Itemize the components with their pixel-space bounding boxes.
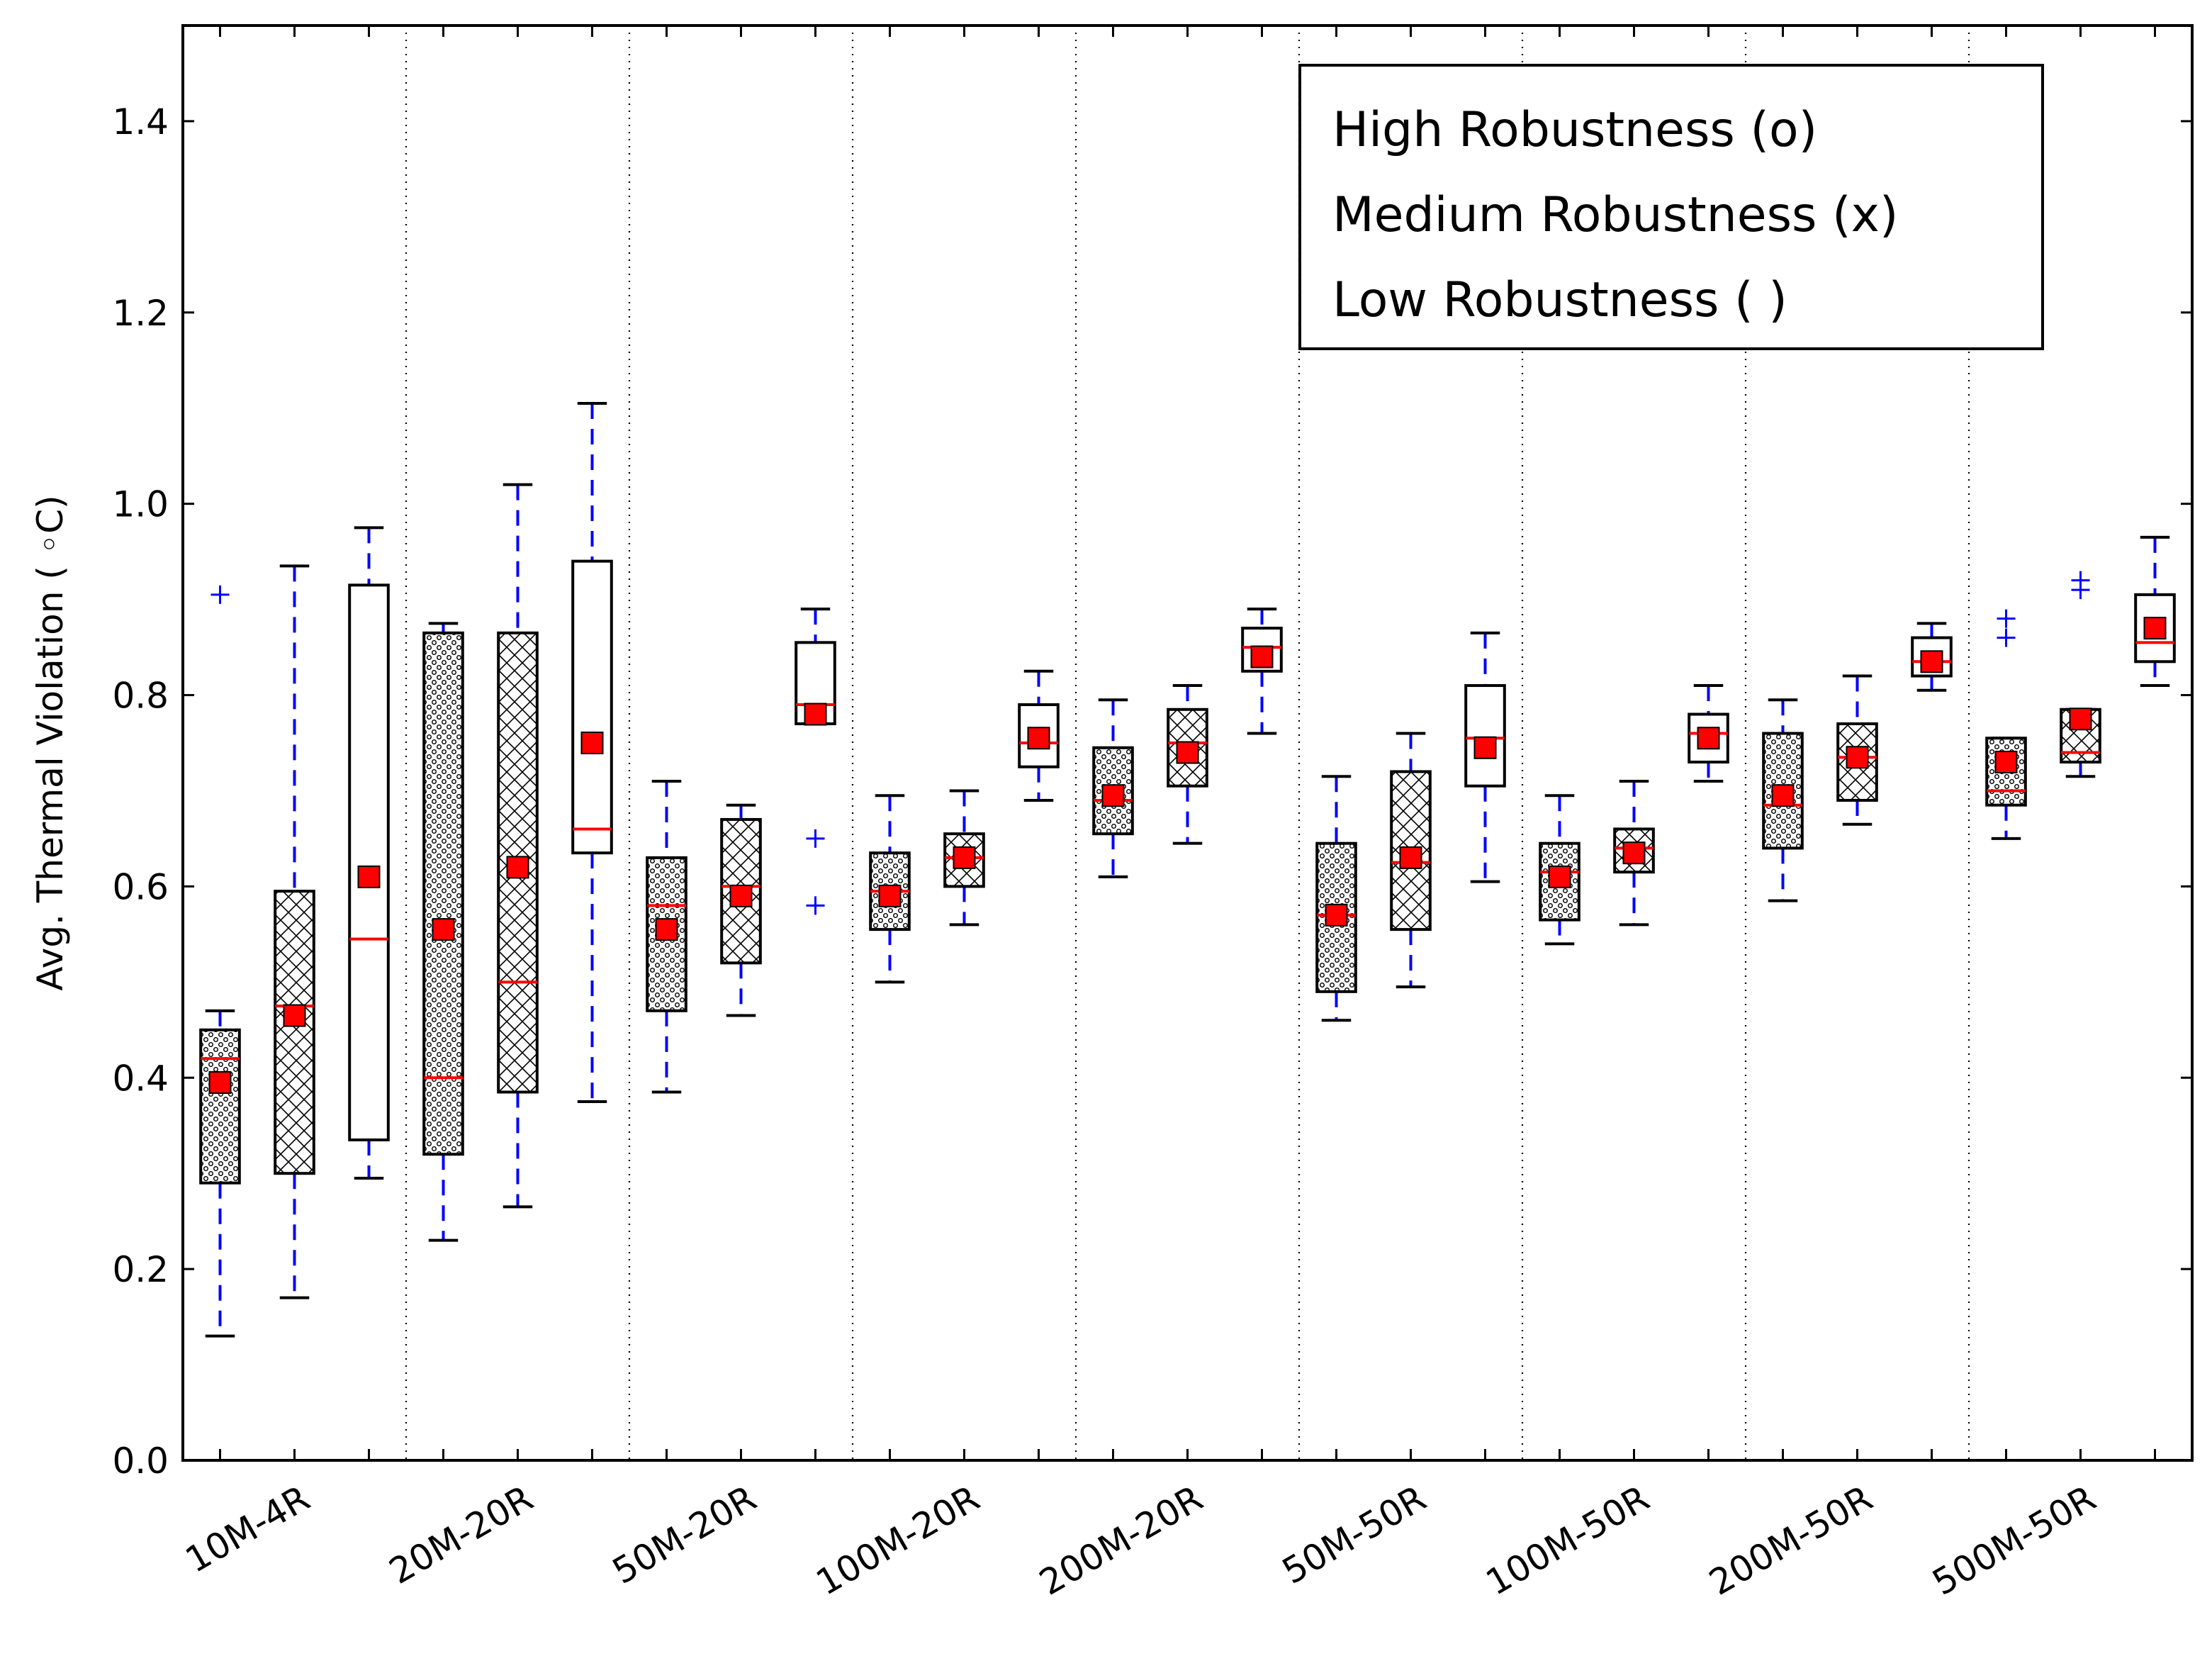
x-tick-label: 50M-50R — [1275, 1477, 1432, 1592]
box-10M-4R-low — [348, 526, 390, 1180]
iqr-box — [422, 631, 464, 1156]
mean-marker — [1473, 736, 1497, 759]
box-50M-50R-medium — [1390, 732, 1432, 989]
box-500M-50R-low — [2134, 535, 2176, 688]
box-200M-20R-medium — [1167, 684, 1208, 845]
mean-marker — [729, 884, 753, 907]
mean-marker — [1622, 841, 1646, 865]
box-50M-20R-medium — [720, 803, 762, 1017]
outlier-marker — [210, 585, 230, 604]
outlier-marker — [806, 896, 825, 915]
x-tick-label: 50M-20R — [605, 1477, 763, 1592]
y-tick-label: 1.0 — [112, 484, 169, 525]
mean-marker — [506, 856, 529, 879]
box-20M-20R-medium — [497, 483, 539, 1209]
mean-marker — [655, 918, 678, 941]
box-200M-50R-medium — [1836, 674, 1878, 826]
iqr-box — [199, 1028, 241, 1185]
mean-marker — [878, 884, 902, 907]
mean-marker — [953, 846, 976, 869]
mean-marker — [1697, 727, 1720, 750]
legend-entry-high: High Robustness (o) — [1332, 102, 1817, 158]
y-tick-label: 1.4 — [112, 101, 169, 142]
box-100M-20R-low — [1018, 669, 1060, 802]
box-20M-20R-high — [422, 622, 464, 1242]
box-100M-50R-low — [1688, 684, 1729, 783]
mean-marker — [580, 732, 604, 754]
mean-marker — [1101, 784, 1125, 807]
legend: High Robustness (o) Medium Robustness (x… — [1298, 64, 2044, 350]
iqr-box — [274, 890, 315, 1175]
box-200M-50R-low — [1911, 622, 1953, 692]
mean-marker — [357, 865, 381, 888]
box-50M-50R-low — [1464, 631, 1506, 883]
box-10M-4R-high — [199, 585, 241, 1338]
outlier-marker — [2071, 571, 2090, 590]
group-separators — [405, 26, 1970, 1460]
outlier-marker — [1997, 628, 2016, 647]
mean-marker — [1994, 750, 2018, 773]
x-tick-label: 200M-50R — [1702, 1477, 1880, 1604]
mean-marker — [2069, 707, 2092, 731]
box-50M-20R-high — [646, 779, 687, 1094]
box-10M-4R-medium — [274, 564, 315, 1299]
outlier-marker — [806, 829, 825, 848]
box-100M-50R-medium — [1613, 779, 1655, 927]
y-tick-label: 0.6 — [112, 866, 169, 907]
y-tick-label: 0.4 — [112, 1058, 169, 1099]
box-500M-50R-high — [1985, 609, 2027, 840]
y-tick-label: 0.0 — [112, 1440, 169, 1482]
y-axis-title: Avg. Thermal Violation ( ◦C) — [30, 495, 71, 990]
outlier-marker — [1997, 609, 2016, 628]
mean-marker — [1771, 784, 1795, 807]
x-tick-label: 20M-20R — [382, 1477, 539, 1592]
y-tick-label: 0.8 — [112, 676, 169, 717]
legend-entry-low: Low Robustness ( ) — [1332, 272, 1787, 328]
mean-marker — [804, 703, 827, 726]
box-200M-20R-low — [1241, 608, 1283, 735]
y-axis: 0.0 0.2 0.4 0.6 0.8 1.0 1.2 1.4 — [112, 101, 2192, 1482]
mean-marker — [1846, 746, 1869, 769]
mean-marker — [283, 1004, 306, 1027]
box-200M-50R-high — [1762, 698, 1804, 902]
mean-marker — [1027, 727, 1050, 750]
x-tick-label: 100M-50R — [1479, 1477, 1656, 1604]
mean-marker — [1250, 645, 1274, 668]
box-20M-20R-low — [571, 401, 613, 1103]
iqr-box — [571, 559, 613, 855]
box-100M-20R-medium — [943, 789, 985, 927]
mean-marker — [1176, 741, 1199, 764]
legend-entry-medium: Medium Robustness (x) — [1332, 187, 1898, 243]
legend-frame — [1298, 64, 2044, 350]
box-100M-50R-high — [1539, 794, 1581, 946]
mean-marker — [2143, 617, 2167, 640]
x-tick-label: 500M-50R — [1926, 1477, 2103, 1604]
x-tick-label: 200M-20R — [1033, 1477, 1210, 1604]
mean-marker — [208, 1071, 232, 1095]
box-100M-20R-high — [869, 794, 911, 984]
box-500M-50R-medium — [2060, 571, 2101, 778]
box-50M-50R-high — [1315, 775, 1357, 1022]
box-200M-20R-high — [1092, 698, 1134, 878]
box-50M-20R-low — [795, 608, 836, 915]
mean-marker — [1920, 650, 1943, 673]
boxes — [199, 401, 2176, 1338]
mean-marker — [1399, 846, 1422, 869]
y-tick-label: 0.2 — [112, 1249, 169, 1290]
mean-marker — [432, 918, 455, 941]
iqr-box — [348, 583, 390, 1141]
mean-marker — [1325, 903, 1348, 927]
y-tick-label: 1.2 — [112, 293, 169, 334]
x-tick-label: 100M-20R — [809, 1477, 987, 1604]
x-tick-label: 10M-4R — [179, 1477, 317, 1581]
mean-marker — [1548, 865, 1571, 888]
iqr-box — [1464, 684, 1506, 788]
